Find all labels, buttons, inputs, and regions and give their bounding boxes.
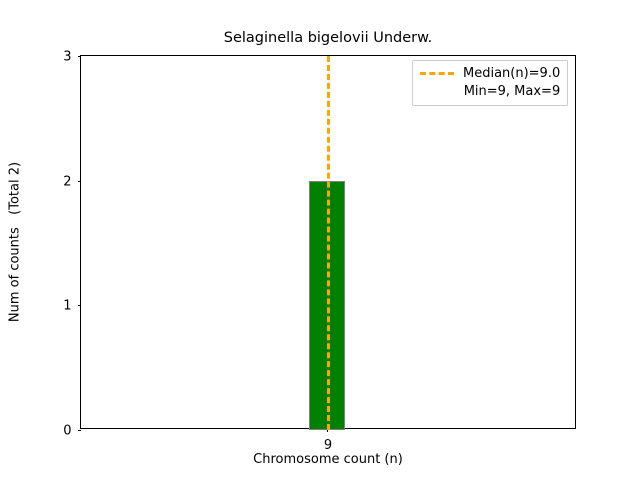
legend-item-median: Median(n)=9.0 [420,66,560,81]
x-tick-label-9: 9 [323,437,333,453]
y-tick-label-2: 2 [63,174,72,190]
dashed-line-icon [420,72,454,75]
y-tick-0: 0 [63,424,81,439]
plot-area: 0 1 2 3 9 [63,50,576,453]
x-axis-label: Chromosome count (n) [253,452,403,467]
legend: Median(n)=9.0 Min=9, Max=9 [412,60,569,106]
chart-title: Selaginella bigelovii Underw. [223,30,433,46]
legend-label-median: Median(n)=9.0 [463,66,561,81]
y-tick-3: 3 [63,50,81,65]
y-tick-2: 2 [63,174,81,189]
y-axis-label-container: Num of counts (Total 2) [0,55,30,429]
y-tick-label-0: 0 [63,423,72,439]
legend-label-minmax: Min=9, Max=9 [463,84,561,99]
y-tick-1: 1 [63,299,81,314]
legend-item-minmax: Min=9, Max=9 [420,84,561,99]
y-tick-label-3: 3 [63,49,72,65]
y-tick-label-1: 1 [63,298,72,314]
y-axis-label: Num of counts (Total 2) [7,161,23,323]
median-line [327,56,330,430]
